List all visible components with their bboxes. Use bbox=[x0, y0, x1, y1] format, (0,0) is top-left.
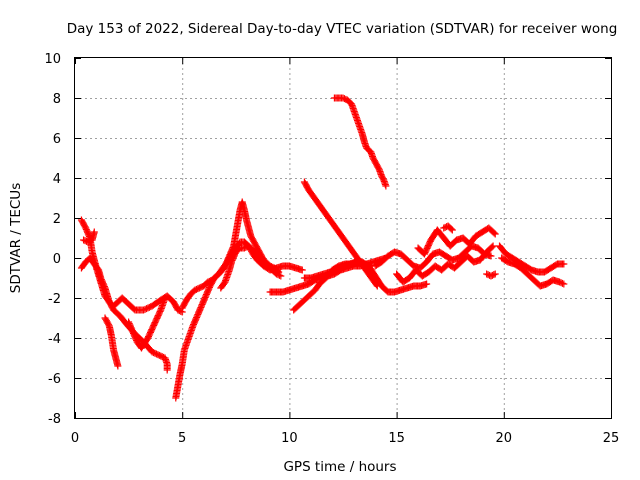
y-tick-label: 4 bbox=[53, 172, 61, 187]
data-point-marker bbox=[275, 271, 283, 279]
y-tick-label: 0 bbox=[53, 252, 61, 267]
x-tick-label: 15 bbox=[388, 431, 405, 446]
data-point-marker bbox=[487, 252, 495, 260]
data-point-marker bbox=[560, 260, 568, 268]
y-tick-label: -4 bbox=[48, 332, 61, 347]
series-trace-7 bbox=[178, 198, 285, 312]
tick-labels: 0 5 10 15 20 25 -8 -6 -4 -2 0 2 4 6 8 10 bbox=[44, 52, 619, 446]
series-trace-17 bbox=[496, 242, 568, 276]
plot-area-frame bbox=[74, 57, 612, 419]
data-point-marker bbox=[298, 266, 306, 274]
data-point-marker bbox=[491, 230, 499, 238]
data-point-marker bbox=[560, 280, 568, 288]
data-point-marker bbox=[491, 270, 499, 278]
grid-lines bbox=[75, 58, 611, 418]
y-tick-label: 8 bbox=[53, 92, 61, 107]
series-trace-18 bbox=[498, 254, 568, 290]
series-trace-3 bbox=[101, 314, 122, 370]
data-point-marker bbox=[163, 366, 171, 374]
y-tick-label: 2 bbox=[53, 212, 61, 227]
data-point-marker bbox=[161, 294, 169, 302]
series-trace-4 bbox=[80, 228, 98, 246]
data-point-marker bbox=[490, 229, 498, 237]
data-point-marker bbox=[423, 280, 431, 288]
y-tick-label: -6 bbox=[48, 372, 61, 387]
series-trace-12 bbox=[300, 178, 381, 290]
data-point-marker bbox=[447, 225, 455, 233]
data-point-marker bbox=[372, 281, 380, 289]
data-point-marker bbox=[275, 268, 283, 276]
data-point-marker bbox=[488, 243, 496, 251]
data-point-marker bbox=[558, 279, 566, 287]
data-points bbox=[77, 94, 568, 402]
series-trace-8 bbox=[217, 242, 283, 292]
data-point-marker bbox=[277, 272, 285, 280]
data-point-marker bbox=[373, 282, 381, 290]
series-trace-15 bbox=[393, 242, 497, 286]
axis-ticks bbox=[75, 58, 612, 419]
series-trace-5 bbox=[125, 294, 169, 352]
x-tick-label: 20 bbox=[496, 431, 513, 446]
data-point-marker bbox=[177, 307, 185, 315]
y-tick-label: -2 bbox=[48, 292, 61, 307]
data-point-marker bbox=[114, 362, 122, 370]
data-point-marker bbox=[90, 228, 98, 236]
y-tick-label: 10 bbox=[44, 52, 61, 67]
data-point-marker bbox=[448, 226, 456, 234]
series-trace-13 bbox=[330, 94, 390, 190]
series-trace-19 bbox=[483, 270, 499, 280]
series-trace-16 bbox=[414, 224, 499, 258]
data-point-marker bbox=[382, 182, 390, 190]
y-tick-label: 6 bbox=[53, 132, 61, 147]
data-point-marker bbox=[274, 267, 282, 275]
y-tick-label: -8 bbox=[48, 412, 61, 427]
x-tick-label: 5 bbox=[178, 431, 186, 446]
x-tick-label: 25 bbox=[603, 431, 620, 446]
series-trace-20 bbox=[440, 222, 456, 234]
data-point-marker bbox=[490, 271, 498, 279]
x-tick-label: 0 bbox=[71, 431, 79, 446]
x-axis-label: GPS time / hours bbox=[283, 459, 396, 475]
data-point-marker bbox=[489, 242, 497, 250]
series-trace-2 bbox=[77, 254, 171, 374]
chart-title: Day 153 of 2022, Sidereal Day-to-day VTE… bbox=[67, 21, 618, 37]
y-axis-label: SDTVAR / TECUs bbox=[8, 183, 24, 293]
x-tick-label: 10 bbox=[281, 431, 298, 446]
